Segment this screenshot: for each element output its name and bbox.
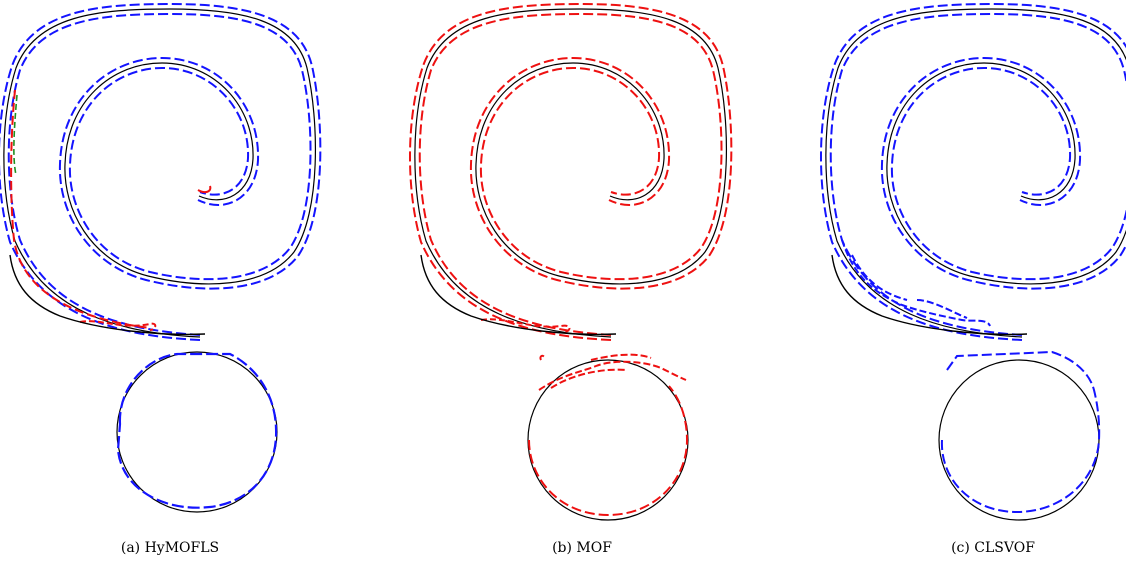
- computed-droplet: [528, 385, 689, 517]
- computed-droplet: [940, 350, 1101, 514]
- panel-a-hymofls: [0, 3, 322, 513]
- tertiary-interface-segment: [13, 94, 18, 176]
- reference-interface-spiral: [414, 8, 728, 338]
- reference-droplet: [938, 359, 1100, 521]
- computed-droplet: [116, 352, 278, 509]
- computed-interface-spiral-outer: [418, 13, 723, 336]
- panel-c-clsvof: [819, 3, 1126, 521]
- computed-interface-spiral-inner: [0, 3, 322, 341]
- droplet-fragments: [538, 353, 687, 391]
- reference-droplet: [527, 359, 689, 521]
- secondary-interface-segment: [10, 89, 151, 329]
- reference-tail: [9, 254, 206, 336]
- reference-tail: [420, 254, 617, 336]
- panel-b-mof: [408, 3, 733, 521]
- ligament-fragments: [841, 239, 991, 327]
- caption-panel-c: (c) CLSVOF: [951, 540, 1035, 556]
- computed-interface-spiral-inner: [408, 3, 733, 341]
- computed-interface-spiral-inner: [819, 3, 1126, 341]
- spiral-tip: [197, 185, 212, 194]
- caption-panel-b: (b) MOF: [552, 540, 612, 556]
- reference-tail: [831, 254, 1028, 336]
- computed-interface-spiral-outer: [7, 13, 312, 336]
- computed-interface-spiral-outer: [829, 13, 1126, 336]
- reference-interface-spiral: [3, 8, 317, 338]
- ligament-fragments: [480, 318, 571, 333]
- caption-panel-a: (a) HyMOFLS: [120, 540, 220, 556]
